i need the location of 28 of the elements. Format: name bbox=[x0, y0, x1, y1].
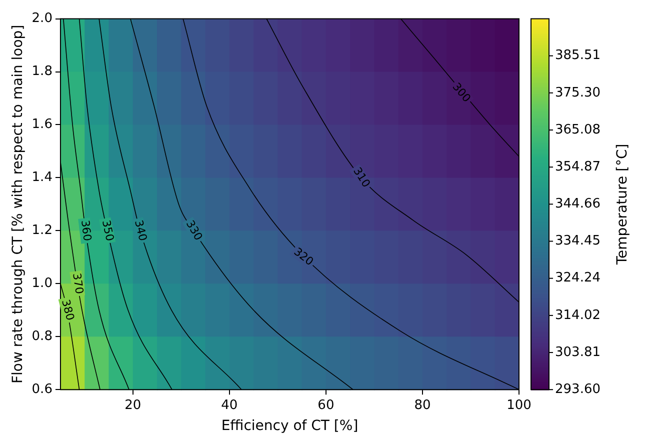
x-tick-label: 20 bbox=[124, 398, 142, 413]
color-bar-label: 334.45 bbox=[555, 234, 600, 249]
y-tick-label: 1.0 bbox=[32, 276, 52, 292]
color-bar-label: 293.60 bbox=[555, 382, 600, 397]
annotation: 320 bbox=[291, 245, 316, 268]
color-bar-label: 344.66 bbox=[555, 196, 600, 212]
x-axis-title: Efficiency of CT [%] bbox=[221, 418, 358, 434]
color-bar-label: 385.51 bbox=[555, 48, 600, 64]
y-tick-label: 0.6 bbox=[32, 382, 52, 397]
y-tick-label: 1.6 bbox=[32, 117, 52, 132]
color-bar-label: 324.24 bbox=[555, 270, 600, 286]
y-tick-label: 0.8 bbox=[32, 329, 52, 344]
x-tick-label: 40 bbox=[221, 398, 238, 413]
x-tick-label: 80 bbox=[414, 398, 431, 413]
color-bar-label: 314.02 bbox=[555, 308, 600, 323]
color-bar-label: 303.81 bbox=[555, 344, 600, 360]
y-tick-label: 1.8 bbox=[32, 64, 52, 80]
x-tick-label: 60 bbox=[318, 398, 334, 413]
y-tick-label: 1.2 bbox=[32, 223, 52, 238]
y-tick-label: 2.0 bbox=[32, 11, 52, 26]
y-axis-title: Flow rate through CT [% with respect to main loop] bbox=[10, 24, 26, 384]
color-bar-label: 375.30 bbox=[555, 85, 600, 100]
annotation: 330 bbox=[183, 218, 206, 243]
color-bar-label: 365.08 bbox=[555, 122, 600, 138]
color-bar-title: Temperature [°C] bbox=[614, 144, 631, 266]
y-tick-label: 1.4 bbox=[32, 170, 52, 186]
color-bar-label: 354.87 bbox=[555, 159, 600, 174]
x-tick-label: 100 bbox=[506, 398, 532, 413]
